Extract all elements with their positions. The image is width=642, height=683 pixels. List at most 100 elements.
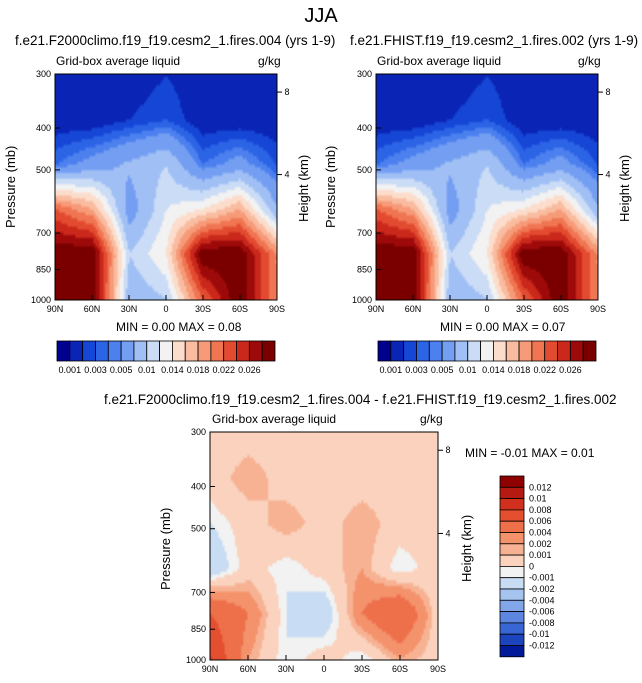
lat-tick-label: 90S bbox=[430, 664, 446, 674]
lat-tick-label: 60N bbox=[84, 304, 101, 314]
colorbar-top-left-label: 0.01 bbox=[138, 365, 156, 375]
colorbar-diff-swatch bbox=[499, 577, 525, 590]
colorbar-top-right-swatch bbox=[428, 340, 443, 362]
colorbar-top-right-swatch bbox=[493, 340, 507, 362]
colorbar-top-left-label: 0.001 bbox=[59, 365, 82, 375]
colorbar-diff-swatch bbox=[499, 554, 525, 567]
colorbar-diff-label: -0.002 bbox=[529, 584, 555, 594]
pressure-tick-label: 850 bbox=[191, 624, 206, 634]
colorbar-diff-swatch bbox=[499, 520, 525, 533]
colorbar-top-left-swatch bbox=[82, 340, 96, 362]
colorbar-top-right-label: 0.018 bbox=[508, 365, 531, 375]
pressure-tick-label: 500 bbox=[357, 165, 372, 175]
panel3-subtitle-right: g/kg bbox=[420, 412, 443, 426]
colorbar-top-left-swatch bbox=[133, 340, 148, 362]
colorbar-top-right-label: 0.01 bbox=[459, 365, 477, 375]
height-tick-label: 4 bbox=[445, 528, 450, 538]
colorbar-top-right-swatch bbox=[582, 340, 597, 362]
colorbar-top-left-swatch bbox=[261, 340, 276, 362]
lat-tick-label: 30N bbox=[121, 304, 138, 314]
lat-tick-label: 60S bbox=[392, 664, 408, 674]
height-tick-label: 4 bbox=[284, 170, 289, 180]
lat-tick-label: 90N bbox=[47, 304, 64, 314]
panel1-stats: MIN = 0.00 MAX = 0.08 bbox=[116, 320, 242, 334]
colorbar-top-left-swatch bbox=[159, 340, 173, 362]
lat-tick-label: 90S bbox=[590, 304, 606, 314]
colorbar-top-right-label: 0.022 bbox=[533, 365, 556, 375]
pressure-tick-label: 300 bbox=[191, 427, 206, 437]
panel1-subtitle-left: Grid-box average liquid bbox=[56, 54, 181, 68]
colorbar-diff-swatch bbox=[499, 475, 525, 488]
pressure-tick-label: 400 bbox=[357, 123, 372, 133]
colorbar-top-right-swatch bbox=[390, 340, 405, 362]
panel2-title: f.e21.FHIST.f19_f19.cesm2_1.fires.002 (y… bbox=[350, 33, 639, 48]
colorbar-diff-swatch bbox=[499, 543, 525, 556]
colorbar-top-right-label: 0.014 bbox=[482, 365, 505, 375]
pressure-tick-label: 500 bbox=[191, 524, 206, 534]
colorbar-top-left-swatch bbox=[69, 340, 84, 362]
panel3-stats: MIN = -0.01 MAX = 0.01 bbox=[465, 446, 595, 460]
panel2-stats: MIN = 0.00 MAX = 0.07 bbox=[440, 320, 566, 334]
height-tick-label: 8 bbox=[284, 87, 289, 97]
height-tick-label: 8 bbox=[445, 445, 450, 455]
colorbar-top-right-swatch bbox=[531, 340, 546, 362]
panel3-field bbox=[210, 432, 438, 660]
pressure-tick-label: 1000 bbox=[186, 655, 206, 665]
colorbar-top-left-swatch bbox=[223, 340, 237, 362]
height-tick-label: 4 bbox=[605, 170, 610, 180]
colorbar-top-left-label: 0.014 bbox=[161, 365, 184, 375]
colorbar-diff-label: 0.008 bbox=[529, 505, 552, 515]
colorbar-diff-label: 0.01 bbox=[529, 494, 547, 504]
colorbar-top-right-swatch bbox=[505, 340, 520, 362]
colorbar-top-left-label: 0.005 bbox=[110, 365, 133, 375]
colorbar-top-left-swatch bbox=[197, 340, 212, 362]
pressure-tick-label: 300 bbox=[36, 69, 51, 79]
colorbar-diff-label: -0.012 bbox=[529, 641, 555, 651]
colorbar-diff-label: 0.002 bbox=[529, 539, 552, 549]
pressure-tick-label: 1000 bbox=[31, 295, 51, 305]
lat-tick-label: 30N bbox=[278, 664, 295, 674]
colorbar-diff-label: 0.012 bbox=[529, 482, 552, 492]
colorbar-diff-swatch bbox=[499, 633, 525, 646]
colorbar-diff-label: 0.001 bbox=[529, 550, 552, 560]
colorbar-diff-swatch bbox=[499, 611, 525, 624]
colorbar-diff-label: -0.006 bbox=[529, 607, 555, 617]
colorbar-top-left-label: 0.026 bbox=[238, 365, 261, 375]
figure-title: JJA bbox=[304, 5, 338, 27]
lat-tick-label: 90N bbox=[202, 664, 219, 674]
colorbar-top-right-swatch bbox=[416, 340, 430, 362]
colorbar-top-left-swatch bbox=[172, 340, 186, 362]
colorbar-diff-label: -0.001 bbox=[529, 573, 555, 583]
panel2-subtitle-left: Grid-box average liquid bbox=[377, 54, 502, 68]
colorbar-top-right-label: 0.026 bbox=[559, 365, 582, 375]
colorbar-diff-label: -0.004 bbox=[529, 595, 555, 605]
pressure-tick-label: 1000 bbox=[352, 295, 372, 305]
height-tick-label: 8 bbox=[605, 87, 610, 97]
panel1-field bbox=[55, 74, 277, 300]
lat-tick-label: 60N bbox=[405, 304, 422, 314]
colorbar-top-right-label: 0.003 bbox=[405, 365, 428, 375]
lat-tick-label: 60S bbox=[232, 304, 248, 314]
colorbar-top-left-swatch bbox=[248, 340, 263, 362]
panel3-subtitle-left: Grid-box average liquid bbox=[212, 412, 337, 426]
colorbar-diff-swatch bbox=[499, 486, 525, 499]
lat-tick-label: 90S bbox=[269, 304, 285, 314]
lat-tick-label: 0 bbox=[321, 664, 326, 674]
colorbar-top-left-label: 0.022 bbox=[212, 365, 235, 375]
colorbar-diff-label: 0 bbox=[529, 561, 534, 571]
panel2-field bbox=[376, 74, 598, 300]
colorbar-top-left-swatch bbox=[184, 340, 199, 362]
colorbar-top-left-swatch bbox=[236, 340, 250, 362]
colorbar-diff-label: 0.004 bbox=[529, 528, 552, 538]
colorbar-top-right-swatch bbox=[454, 340, 469, 362]
pressure-tick-label: 400 bbox=[191, 481, 206, 491]
colorbar-top-left-swatch bbox=[107, 340, 122, 362]
colorbar-top-right-swatch bbox=[557, 340, 571, 362]
lat-tick-label: 30S bbox=[354, 664, 370, 674]
lat-tick-label: 30S bbox=[516, 304, 532, 314]
colorbar-diff-label: -0.008 bbox=[529, 618, 555, 628]
colorbar-top-left-swatch bbox=[146, 340, 160, 362]
lat-tick-label: 0 bbox=[163, 304, 168, 314]
colorbar-top-left-swatch bbox=[95, 340, 109, 362]
